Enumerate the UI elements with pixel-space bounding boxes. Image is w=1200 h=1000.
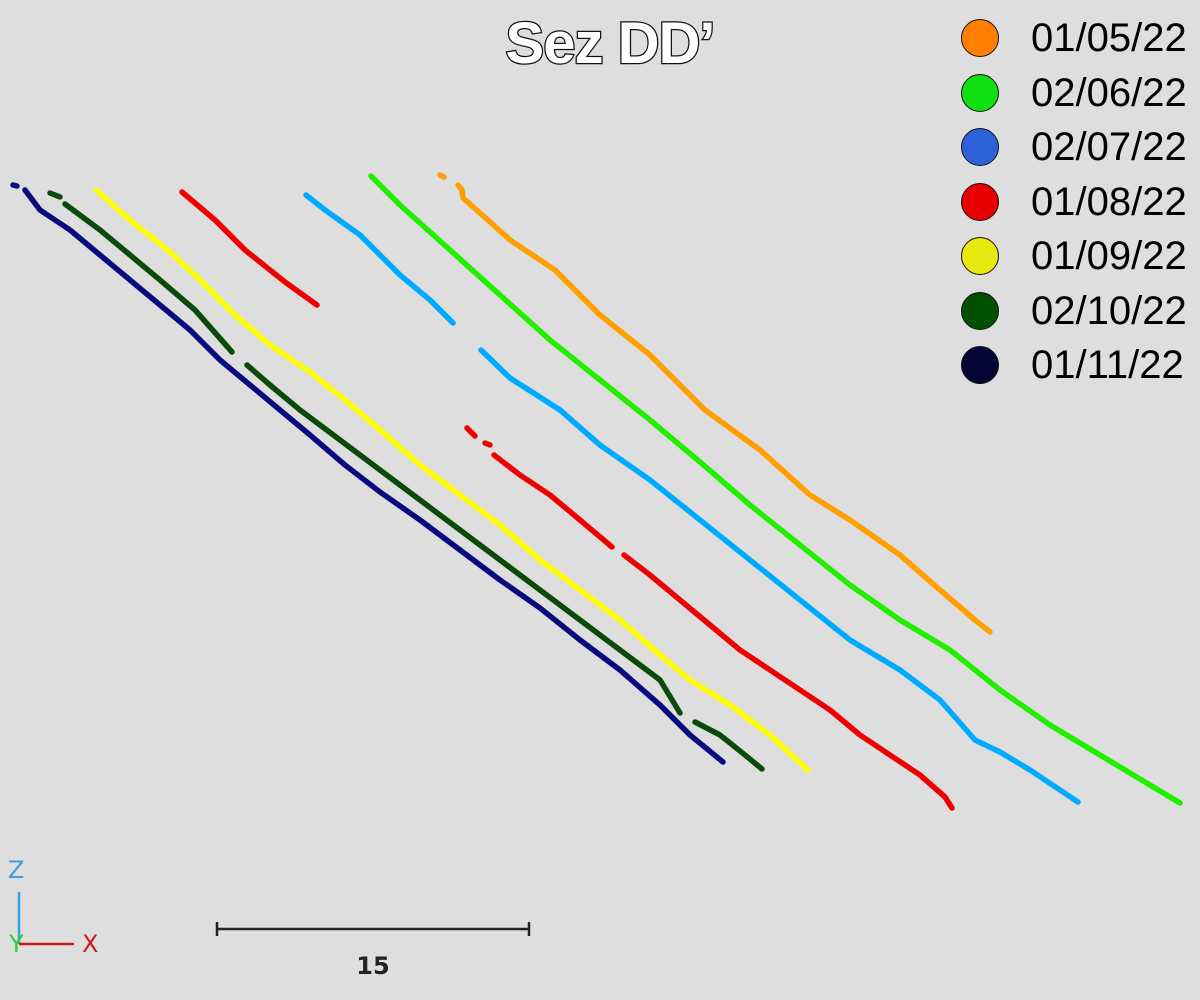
legend-swatch-circle bbox=[961, 237, 999, 275]
legend-label: 02/06/22 bbox=[1031, 70, 1187, 115]
legend-label: 01/09/22 bbox=[1031, 234, 1187, 278]
profile-segment bbox=[478, 347, 1081, 805]
profile-segment bbox=[464, 425, 478, 439]
profile-segment bbox=[455, 182, 993, 635]
profile-segment bbox=[22, 187, 726, 765]
legend-label: 02/07/22 bbox=[1031, 125, 1187, 169]
legend-label: 01/08/22 bbox=[1031, 179, 1187, 224]
legend-swatch-circle bbox=[961, 182, 999, 221]
legend-label: 02/10/22 bbox=[1031, 288, 1187, 333]
legend-item: 01/05/22 bbox=[958, 14, 1193, 69]
legend-swatch-circle bbox=[961, 291, 999, 330]
scale-bar-label: 15 bbox=[356, 952, 390, 980]
legend-label: 01/11/22 bbox=[1031, 343, 1184, 387]
profile-segment bbox=[491, 452, 615, 550]
x-axis-label: X bbox=[82, 930, 99, 958]
legend-label: 01/05/22 bbox=[1031, 16, 1187, 60]
profile-segment bbox=[244, 362, 683, 716]
view-title: Sez DD’ bbox=[504, 10, 716, 78]
z-axis-label: Z bbox=[8, 856, 25, 884]
legend-item: 01/11/22 bbox=[958, 341, 1193, 396]
legend: 01/05/22 02/06/22 02/07/22 01/08/22 01/0… bbox=[958, 14, 1193, 396]
legend-swatch-circle bbox=[961, 128, 999, 166]
legend-swatch-circle bbox=[961, 346, 999, 384]
profile-01-09-22 bbox=[93, 187, 811, 773]
profile-01-11-22 bbox=[10, 182, 726, 765]
legend-item: 02/06/22 bbox=[958, 69, 1193, 124]
profile-02-07-22 bbox=[303, 192, 1081, 805]
profile-segment bbox=[10, 182, 20, 189]
profile-segment bbox=[482, 440, 493, 448]
legend-item: 02/10/22 bbox=[958, 287, 1193, 342]
legend-swatch-circle bbox=[961, 19, 999, 57]
legend-swatch-circle bbox=[961, 73, 999, 112]
legend-item: 01/08/22 bbox=[958, 178, 1193, 233]
profile-segment bbox=[62, 201, 235, 355]
profile-02-10-22 bbox=[47, 190, 765, 772]
profile-segment bbox=[179, 189, 320, 308]
profile-segment bbox=[93, 187, 811, 773]
profile-segment bbox=[368, 173, 1183, 806]
legend-item: 01/09/22 bbox=[958, 232, 1193, 287]
legend-item: 02/07/22 bbox=[958, 123, 1193, 178]
profile-02-06-22 bbox=[368, 173, 1183, 806]
profile-segment bbox=[621, 552, 955, 811]
profile-01-08-22 bbox=[179, 189, 955, 811]
profile-segment bbox=[692, 719, 765, 772]
profile-segment bbox=[437, 172, 447, 180]
y-axis-label: Y bbox=[9, 930, 24, 958]
profile-01-05-22 bbox=[437, 172, 993, 635]
profile-segment bbox=[47, 190, 63, 200]
profile-segment bbox=[303, 192, 456, 326]
